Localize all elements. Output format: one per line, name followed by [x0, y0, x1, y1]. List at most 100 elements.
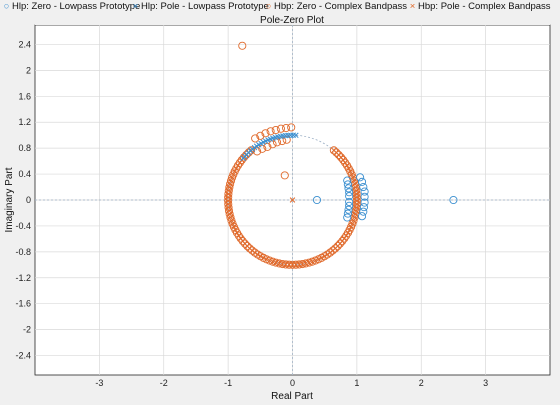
zero-marker [331, 244, 340, 253]
x-tick-label: 1 [354, 378, 359, 388]
pole-marker [230, 171, 237, 178]
zero-marker [341, 158, 350, 167]
zero-marker [266, 127, 275, 136]
pole-marker [257, 253, 264, 260]
y-tick-label: -1.6 [15, 299, 31, 309]
legend-item-hbp-zero[interactable]: ○ Hbp: Zero - Complex Bandpass [265, 1, 408, 12]
zero-marker [253, 147, 262, 156]
x-tick-label: -2 [160, 378, 168, 388]
pole-marker [341, 235, 348, 242]
pole-marker [263, 256, 270, 263]
x-tick-label: -3 [95, 378, 103, 388]
y-tick-label: -2.4 [15, 351, 31, 361]
zero-marker [329, 146, 338, 155]
pole-marker [344, 162, 350, 169]
zero-marker [339, 155, 348, 165]
pole-marker [273, 259, 279, 266]
x-tick-label: 2 [419, 378, 424, 388]
pole-marker [347, 168, 354, 175]
y-tick-label: 1.6 [18, 91, 31, 101]
zero-marker [360, 187, 369, 196]
zero-marker [242, 150, 251, 159]
x-marker-icon: × [409, 1, 416, 12]
y-tick-label: 0 [26, 195, 31, 205]
title-bar [35, 14, 550, 25]
y-tick-label: -0.4 [15, 221, 31, 231]
pole-marker [352, 181, 358, 187]
pole-marker [303, 260, 309, 267]
plot-marks [224, 41, 458, 269]
legend-item-hbp-pole[interactable]: × Hbp: Pole - Complex Bandpass [409, 1, 551, 12]
zero-marker [344, 184, 353, 193]
pole-marker [254, 251, 261, 258]
legend-item-hlp-zero[interactable]: ○ Hlp: Zero - Lowpass Prototype [3, 1, 141, 12]
zero-marker [256, 131, 265, 140]
zero-marker [243, 242, 252, 251]
zero-marker [345, 192, 354, 201]
pole-marker [351, 178, 357, 184]
zero-marker [251, 134, 260, 143]
pole-marker [289, 197, 296, 203]
zero-marker [234, 231, 243, 240]
pole-marker [345, 165, 352, 172]
pole-marker [235, 162, 241, 169]
zero-marker [248, 246, 257, 255]
zero-marker [356, 173, 365, 182]
circle-marker-icon: ○ [3, 1, 10, 12]
pole-marker [236, 232, 242, 239]
y-tick-label: 0.8 [18, 143, 31, 153]
pole-marker [231, 224, 237, 230]
pole-marker [350, 174, 356, 181]
pole-marker [229, 174, 235, 181]
zero-marker [344, 205, 353, 214]
pole-marker [240, 155, 246, 162]
pole-marker [232, 227, 239, 233]
zero-marker [326, 248, 335, 257]
zero-marker [328, 246, 337, 255]
zero-marker [343, 176, 352, 185]
zero-marker [345, 188, 354, 197]
pole-marker [324, 251, 331, 258]
pole-marker [348, 171, 355, 178]
zero-marker [449, 195, 458, 205]
zero-marker [343, 180, 352, 189]
x-tick-label: 0 [290, 378, 295, 388]
zero-marker [360, 198, 369, 207]
y-axis-label: Imaginary Part [4, 167, 15, 232]
pole-marker [315, 256, 322, 263]
zero-marker [239, 153, 249, 162]
y-tick-label: 2 [26, 65, 31, 75]
pole-marker [350, 217, 357, 224]
pole-marker [227, 214, 234, 221]
pole-marker [321, 253, 328, 260]
zero-marker [323, 250, 332, 259]
zero-marker [280, 171, 289, 180]
zero-marker [247, 146, 256, 155]
x-axis-label: Real Part [271, 391, 313, 402]
pole-marker [343, 232, 349, 239]
pole-marker [233, 165, 240, 172]
pole-marker [269, 258, 276, 265]
zero-marker [250, 248, 259, 257]
pole-marker [345, 230, 351, 236]
zero-marker [333, 242, 342, 251]
zero-marker [332, 148, 341, 157]
zero-marker [338, 237, 347, 246]
zero-marker [359, 182, 368, 192]
pole-marker [252, 249, 258, 256]
pole-marker [312, 257, 319, 264]
pole-marker [351, 214, 358, 221]
pole-marker [309, 258, 316, 265]
pole-marker [228, 217, 235, 224]
pole-marker [318, 255, 325, 261]
zero-marker [345, 197, 354, 206]
zero-marker [238, 237, 247, 246]
zero-marker [261, 129, 270, 138]
zero-marker [343, 209, 352, 218]
legend-item-hlp-pole[interactable]: × Hlp: Pole - Lowpass Prototype [132, 1, 269, 12]
legend: ○ Hlp: Zero - Lowpass Prototype × Hlp: Pol… [0, 0, 560, 14]
pole-marker [234, 230, 240, 236]
pole-marker [348, 224, 354, 230]
zero-marker [238, 41, 247, 50]
